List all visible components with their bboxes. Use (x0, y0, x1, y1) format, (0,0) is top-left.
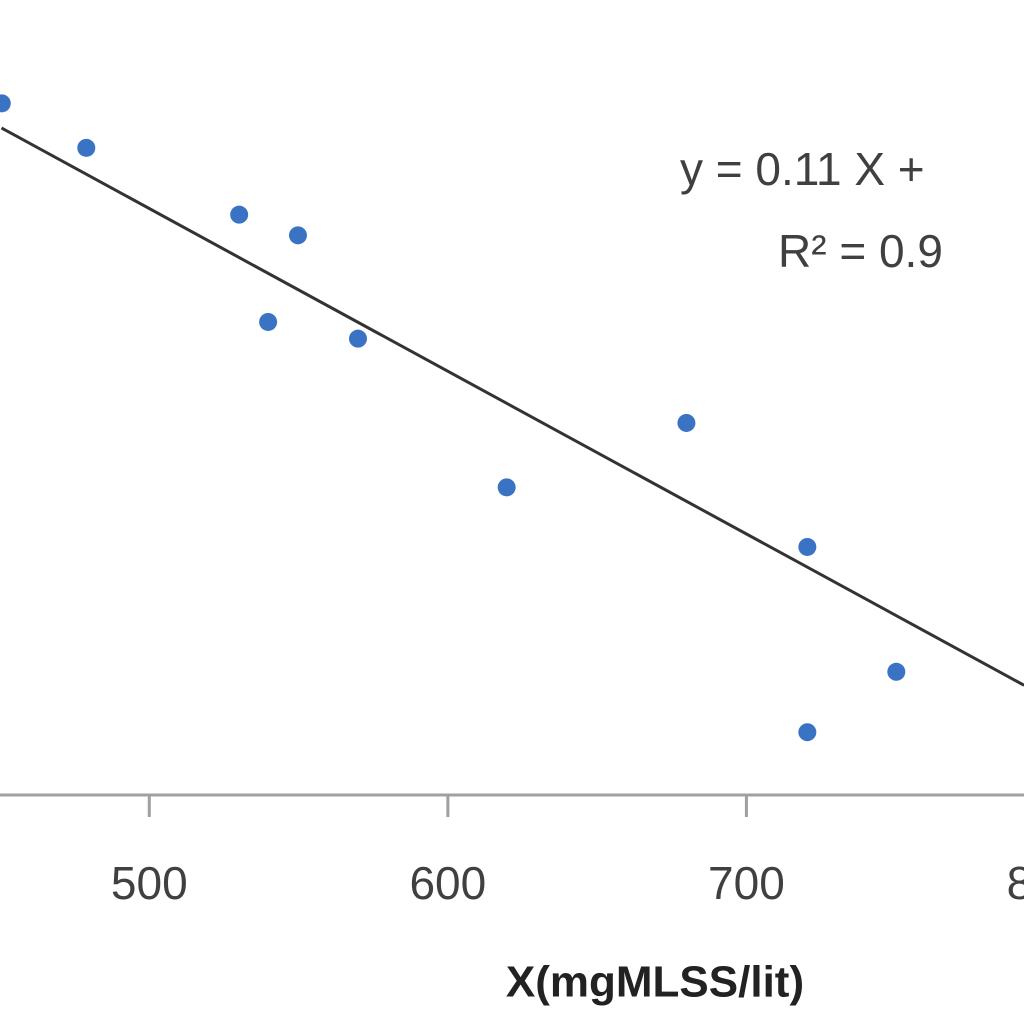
x-tick-label: 500 (111, 857, 188, 909)
x-tick-label: 800 (1007, 857, 1024, 909)
point (288, 226, 307, 245)
trendline (0, 126, 1024, 687)
x-axis-label: X(mgMLSS/lit) (506, 958, 804, 1007)
x-tick-label: 600 (409, 857, 486, 909)
r-squared: R² = 0.9 (778, 225, 943, 277)
point (497, 478, 516, 497)
point (348, 329, 367, 348)
x-tick-label: 700 (708, 857, 785, 909)
point (887, 662, 906, 681)
point (798, 537, 817, 556)
point (259, 312, 278, 331)
point (0, 94, 11, 113)
point (77, 138, 96, 157)
point (677, 413, 696, 432)
point (798, 723, 817, 742)
point (230, 205, 249, 224)
equation: y = 0.11 X + (680, 143, 925, 195)
